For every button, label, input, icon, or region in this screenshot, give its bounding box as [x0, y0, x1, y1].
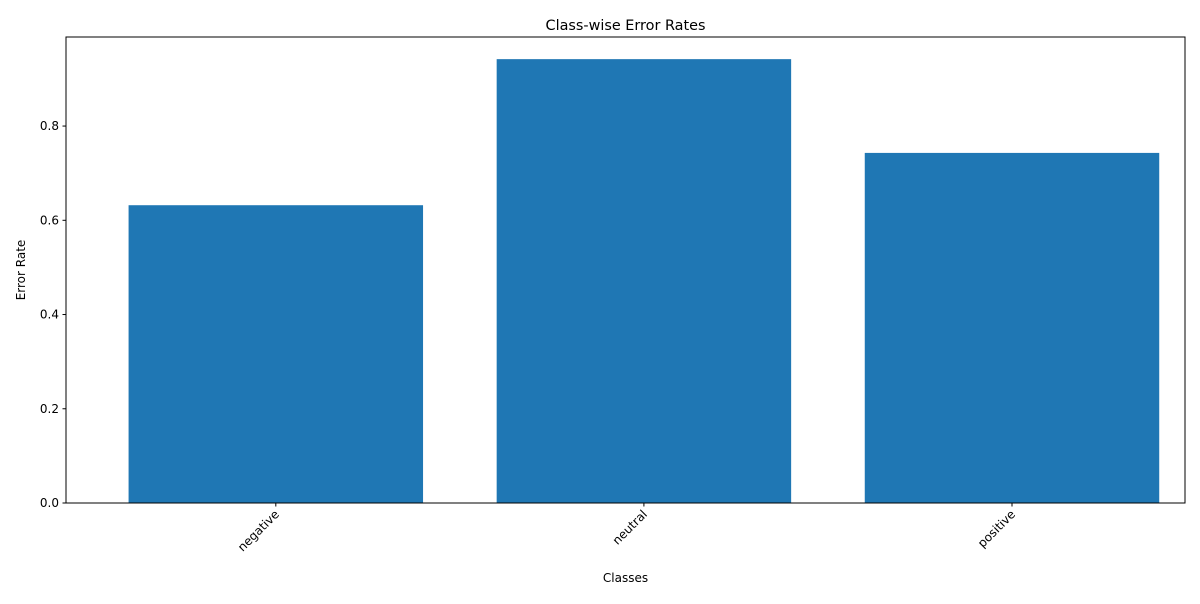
bar-negative — [128, 205, 424, 503]
bar-neutral — [496, 59, 792, 504]
y-axis-label: Error Rate — [14, 240, 28, 301]
bars-group — [128, 59, 1160, 504]
y-axis: 0.0 0.2 0.4 0.6 0.8 — [40, 119, 66, 510]
chart-title: Class-wise Error Rates — [546, 18, 706, 34]
x-tick-label-neutral: neutral — [610, 507, 650, 547]
y-tick-label: 0.0 — [40, 496, 59, 510]
y-tick-label: 0.6 — [40, 213, 59, 227]
x-axis: negative neutral positive — [235, 503, 1018, 554]
y-tick-label: 0.8 — [40, 119, 59, 133]
y-tick-label: 0.4 — [40, 308, 59, 322]
x-axis-label: Classes — [603, 571, 648, 585]
x-tick-label-positive: positive — [975, 507, 1018, 550]
x-tick-label-negative: negative — [235, 507, 282, 554]
plot-frame — [65, 36, 1186, 504]
bar-positive — [864, 152, 1160, 504]
y-tick-label: 0.2 — [40, 402, 59, 416]
